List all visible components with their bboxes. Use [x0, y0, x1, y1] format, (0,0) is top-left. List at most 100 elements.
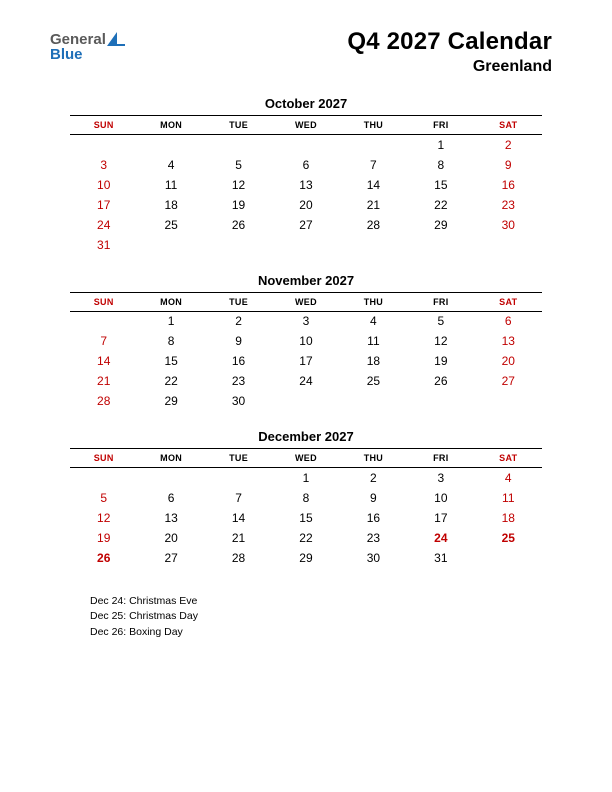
calendar-cell: 6 [137, 488, 204, 508]
calendars-container: October 2027SUNMONTUEWEDTHUFRISAT1234567… [0, 86, 612, 568]
calendar-cell: 27 [272, 215, 339, 235]
calendar-cell [407, 391, 474, 411]
calendar-cell: 1 [137, 311, 204, 331]
calendar-cell: 14 [340, 175, 407, 195]
calendar-cell: 31 [407, 548, 474, 568]
calendar-cell: 24 [272, 371, 339, 391]
calendar-cell [340, 391, 407, 411]
logo: General Blue [50, 32, 125, 62]
calendar-cell: 13 [272, 175, 339, 195]
calendar-cell: 8 [137, 331, 204, 351]
day-header: SAT [475, 116, 542, 135]
calendar-row: 17181920212223 [70, 195, 542, 215]
calendar-cell: 21 [340, 195, 407, 215]
calendar-cell: 10 [407, 488, 474, 508]
month-title: December 2027 [70, 429, 542, 444]
holiday-note: Dec 26: Boxing Day [90, 625, 612, 641]
calendar-cell [205, 235, 272, 255]
calendar-row: 1234 [70, 468, 542, 488]
calendar-cell: 14 [70, 351, 137, 371]
calendar-cell: 25 [137, 215, 204, 235]
calendar-cell: 5 [205, 155, 272, 175]
calendar-cell: 25 [340, 371, 407, 391]
calendar-cell [340, 135, 407, 155]
calendar-cell [70, 135, 137, 155]
calendar-cell: 7 [70, 331, 137, 351]
calendar-cell: 6 [475, 311, 542, 331]
calendar-cell: 3 [272, 311, 339, 331]
day-header: SUN [70, 292, 137, 311]
calendar-cell: 15 [137, 351, 204, 371]
calendar-cell [205, 135, 272, 155]
page-title: Q4 2027 Calendar [50, 28, 552, 56]
calendar-row: 19202122232425 [70, 528, 542, 548]
calendar-cell [137, 135, 204, 155]
calendar-cell: 29 [407, 215, 474, 235]
calendar-cell: 9 [340, 488, 407, 508]
calendar-cell: 12 [70, 508, 137, 528]
page-subtitle: Greenland [50, 58, 552, 76]
calendar-cell: 16 [340, 508, 407, 528]
calendar-cell: 11 [475, 488, 542, 508]
holiday-note: Dec 25: Christmas Day [90, 609, 612, 625]
day-header: FRI [407, 292, 474, 311]
day-header: THU [340, 449, 407, 468]
calendar-cell: 9 [205, 331, 272, 351]
calendar-cell: 4 [137, 155, 204, 175]
calendar-row: 12 [70, 135, 542, 155]
calendar-cell: 5 [70, 488, 137, 508]
calendar-cell: 10 [70, 175, 137, 195]
day-header: TUE [205, 449, 272, 468]
day-header: WED [272, 449, 339, 468]
calendar-cell [70, 311, 137, 331]
calendar-cell: 24 [407, 528, 474, 548]
calendar-row: 262728293031 [70, 548, 542, 568]
day-header: SAT [475, 292, 542, 311]
calendar-cell [205, 468, 272, 488]
calendar-cell: 24 [70, 215, 137, 235]
calendar-cell: 22 [137, 371, 204, 391]
calendar-cell: 5 [407, 311, 474, 331]
calendar-cell: 4 [475, 468, 542, 488]
calendar-cell: 16 [475, 175, 542, 195]
month-title: November 2027 [70, 273, 542, 288]
day-header: WED [272, 292, 339, 311]
calendar-cell [272, 135, 339, 155]
calendar-row: 12131415161718 [70, 508, 542, 528]
month-table: SUNMONTUEWEDTHUFRISAT1234567891011121314… [70, 115, 542, 255]
calendar-row: 3456789 [70, 155, 542, 175]
month-block: December 2027SUNMONTUEWEDTHUFRISAT123456… [70, 429, 542, 568]
calendar-cell: 10 [272, 331, 339, 351]
calendar-cell: 22 [272, 528, 339, 548]
calendar-cell: 25 [475, 528, 542, 548]
calendar-cell [475, 548, 542, 568]
month-block: October 2027SUNMONTUEWEDTHUFRISAT1234567… [70, 96, 542, 255]
calendar-cell: 14 [205, 508, 272, 528]
calendar-cell [272, 391, 339, 411]
holiday-note: Dec 24: Christmas Eve [90, 594, 612, 610]
calendar-cell: 20 [475, 351, 542, 371]
calendar-cell: 30 [205, 391, 272, 411]
calendar-row: 14151617181920 [70, 351, 542, 371]
calendar-cell: 27 [137, 548, 204, 568]
calendar-cell: 9 [475, 155, 542, 175]
month-block: November 2027SUNMONTUEWEDTHUFRISAT123456… [70, 273, 542, 412]
calendar-cell: 19 [205, 195, 272, 215]
calendar-cell: 28 [340, 215, 407, 235]
calendar-cell: 2 [340, 468, 407, 488]
day-header: MON [137, 292, 204, 311]
calendar-cell: 30 [340, 548, 407, 568]
calendar-cell: 17 [272, 351, 339, 371]
calendar-cell: 13 [475, 331, 542, 351]
calendar-cell [407, 235, 474, 255]
calendar-cell: 11 [137, 175, 204, 195]
month-table: SUNMONTUEWEDTHUFRISAT1234567891011121314… [70, 292, 542, 412]
calendar-cell [70, 468, 137, 488]
calendar-row: 21222324252627 [70, 371, 542, 391]
calendar-cell: 26 [70, 548, 137, 568]
calendar-row: 123456 [70, 311, 542, 331]
day-header: MON [137, 116, 204, 135]
header: General Blue Q4 2027 Calendar Greenland [0, 0, 612, 86]
calendar-row: 31 [70, 235, 542, 255]
calendar-cell: 31 [70, 235, 137, 255]
